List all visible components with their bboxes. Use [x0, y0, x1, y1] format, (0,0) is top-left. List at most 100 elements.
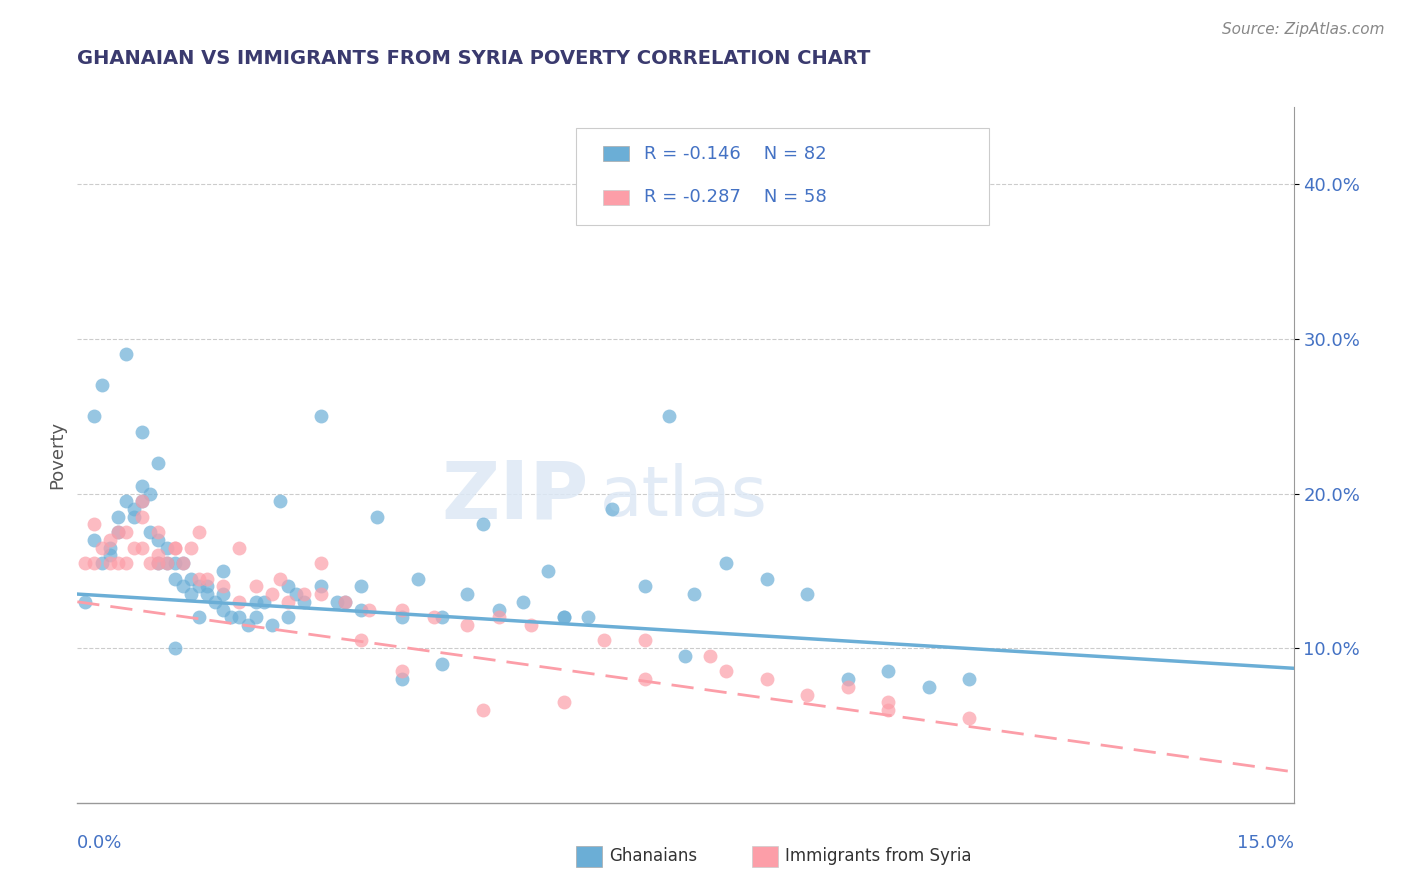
- Point: [131, 494, 153, 508]
- Point: [155, 541, 177, 555]
- Point: [188, 572, 211, 586]
- Point: [195, 579, 218, 593]
- Point: [406, 572, 429, 586]
- Point: [471, 517, 494, 532]
- Point: [236, 618, 259, 632]
- Point: [148, 525, 170, 540]
- Point: [245, 610, 267, 624]
- Point: [837, 680, 859, 694]
- Point: [269, 572, 291, 586]
- FancyBboxPatch shape: [576, 128, 990, 226]
- Point: [155, 556, 177, 570]
- Point: [180, 572, 202, 586]
- Point: [350, 633, 373, 648]
- Point: [326, 595, 349, 609]
- Point: [877, 695, 900, 709]
- Point: [148, 556, 170, 570]
- Bar: [603, 146, 630, 161]
- Point: [253, 595, 276, 609]
- Point: [333, 595, 356, 609]
- Point: [391, 610, 413, 624]
- Point: [163, 541, 186, 555]
- Point: [172, 556, 194, 570]
- Point: [204, 595, 226, 609]
- Point: [553, 610, 575, 624]
- Point: [536, 564, 558, 578]
- Point: [228, 541, 250, 555]
- Point: [755, 672, 778, 686]
- Point: [423, 610, 446, 624]
- Point: [107, 556, 129, 570]
- Point: [309, 556, 332, 570]
- Point: [957, 711, 980, 725]
- Point: [115, 556, 138, 570]
- Point: [366, 509, 388, 524]
- Point: [877, 703, 900, 717]
- Point: [576, 610, 599, 624]
- Point: [391, 602, 413, 616]
- Point: [131, 494, 153, 508]
- Point: [139, 525, 162, 540]
- Point: [350, 579, 373, 593]
- Point: [148, 456, 170, 470]
- Point: [90, 378, 112, 392]
- Point: [163, 556, 186, 570]
- Point: [391, 665, 413, 679]
- Point: [83, 556, 105, 570]
- Point: [75, 556, 97, 570]
- Point: [260, 618, 283, 632]
- Point: [277, 595, 299, 609]
- Point: [877, 665, 900, 679]
- Point: [309, 409, 332, 424]
- Point: [391, 672, 413, 686]
- Point: [98, 541, 121, 555]
- Point: [115, 525, 138, 540]
- Text: GHANAIAN VS IMMIGRANTS FROM SYRIA POVERTY CORRELATION CHART: GHANAIAN VS IMMIGRANTS FROM SYRIA POVERT…: [77, 49, 870, 68]
- Point: [188, 610, 211, 624]
- Point: [512, 595, 534, 609]
- Point: [755, 572, 778, 586]
- Point: [131, 541, 153, 555]
- Point: [212, 579, 235, 593]
- Point: [155, 556, 177, 570]
- Point: [212, 602, 235, 616]
- Point: [918, 680, 941, 694]
- Point: [269, 494, 291, 508]
- Point: [131, 509, 153, 524]
- Point: [285, 587, 308, 601]
- Point: [602, 502, 624, 516]
- Point: [75, 595, 97, 609]
- Text: 15.0%: 15.0%: [1236, 834, 1294, 852]
- Text: R = -0.146    N = 82: R = -0.146 N = 82: [644, 145, 827, 162]
- Point: [292, 595, 315, 609]
- Point: [634, 633, 657, 648]
- Point: [131, 425, 153, 439]
- Point: [98, 533, 121, 547]
- Point: [122, 502, 145, 516]
- Point: [658, 409, 681, 424]
- Point: [245, 579, 267, 593]
- Point: [115, 494, 138, 508]
- Point: [634, 579, 657, 593]
- Text: ZIP: ZIP: [441, 458, 588, 536]
- Point: [430, 657, 453, 671]
- Point: [277, 610, 299, 624]
- Point: [122, 509, 145, 524]
- Point: [957, 672, 980, 686]
- Bar: [603, 190, 630, 205]
- Point: [221, 610, 243, 624]
- Text: atlas: atlas: [600, 463, 768, 530]
- Point: [163, 641, 186, 656]
- Point: [309, 579, 332, 593]
- Point: [350, 602, 373, 616]
- Point: [90, 556, 112, 570]
- Point: [172, 579, 194, 593]
- Point: [675, 648, 697, 663]
- Point: [593, 633, 616, 648]
- Text: Immigrants from Syria: Immigrants from Syria: [785, 847, 972, 865]
- Point: [714, 665, 737, 679]
- Point: [139, 556, 162, 570]
- Point: [488, 610, 510, 624]
- Point: [553, 695, 575, 709]
- Point: [188, 525, 211, 540]
